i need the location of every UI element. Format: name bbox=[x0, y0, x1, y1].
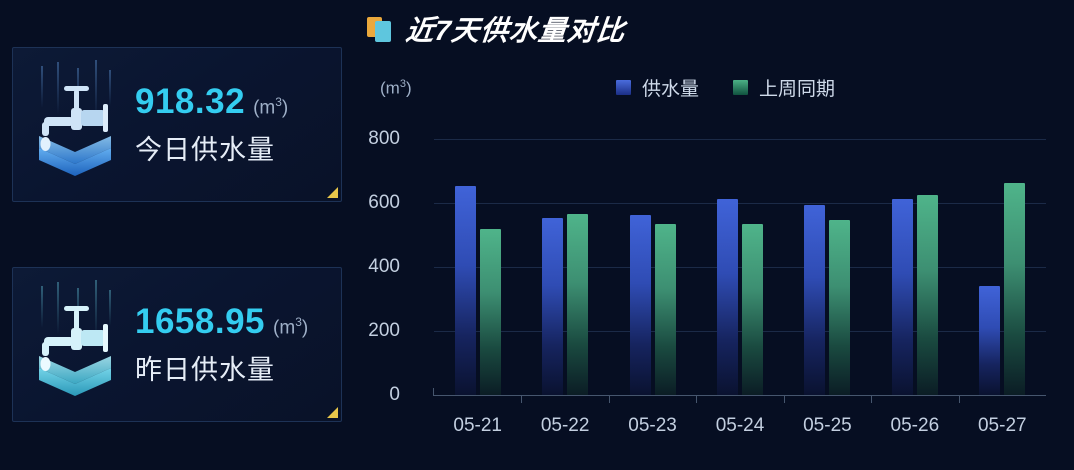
x-axis-tick-label: 05-23 bbox=[628, 415, 677, 436]
card-corner-accent bbox=[327, 407, 338, 418]
bars-layer bbox=[434, 139, 1046, 395]
chart-bar[interactable] bbox=[1004, 182, 1026, 395]
chart-header: 近7天供水量对比 bbox=[366, 9, 628, 49]
legend-item-lastweek[interactable]: 上周同期 bbox=[733, 74, 835, 101]
stat-label: 今日供水量 bbox=[135, 135, 275, 165]
x-axis-tick-label: 05-21 bbox=[453, 415, 503, 436]
chart-bar[interactable] bbox=[717, 198, 738, 395]
x-axis-tick-mark bbox=[696, 395, 698, 403]
chart-bar[interactable] bbox=[804, 204, 826, 395]
y-axis-tick-label: 400 bbox=[368, 256, 400, 277]
x-axis-tick-label: 05-25 bbox=[803, 415, 852, 436]
x-axis-tick-label: 05-27 bbox=[977, 415, 1027, 436]
y-axis-unit: (m3) bbox=[380, 78, 412, 98]
faucet-water-icon bbox=[19, 59, 131, 190]
chart-bar[interactable] bbox=[829, 219, 851, 395]
chart-bar[interactable] bbox=[454, 186, 476, 395]
x-axis-tick-mark bbox=[958, 395, 960, 403]
legend-item-supply[interactable]: 供水量 bbox=[616, 74, 699, 101]
gridline bbox=[434, 203, 1046, 204]
stat-value: 918.32 bbox=[135, 82, 246, 121]
stacked-cards-icon bbox=[366, 12, 396, 46]
stat-label: 昨日供水量 bbox=[135, 355, 275, 385]
chart-bar[interactable] bbox=[479, 228, 501, 395]
stat-cards-column: 918.32 (m3) 今日供水量 bbox=[12, 47, 344, 422]
stat-value: 1658.95 bbox=[135, 302, 266, 341]
legend-label: 供水量 bbox=[642, 79, 700, 100]
gridline bbox=[434, 267, 1046, 268]
faucet-water-icon bbox=[19, 279, 131, 410]
chart-legend: 供水量 上周同期 bbox=[616, 74, 869, 101]
x-axis-tick-mark bbox=[783, 395, 785, 403]
x-axis-tick-label: 05-22 bbox=[540, 415, 590, 436]
chart-bar[interactable] bbox=[979, 285, 1001, 395]
chart-bar[interactable] bbox=[742, 224, 763, 395]
legend-swatch-icon bbox=[733, 80, 749, 95]
plot-area: 0 200 400 600 800 05-21 05-22 05-23 05-24 05-25 0… bbox=[368, 128, 1046, 436]
x-axis-tick-mark bbox=[521, 395, 523, 403]
chart-bar[interactable] bbox=[654, 224, 676, 395]
chart-bar[interactable] bbox=[916, 195, 938, 395]
x-axis-tick-mark bbox=[608, 395, 610, 403]
legend-label: 上周同期 bbox=[759, 79, 836, 100]
y-axis-tick-label: 600 bbox=[368, 192, 400, 213]
chart-bar[interactable] bbox=[567, 213, 589, 395]
gridline bbox=[434, 331, 1046, 332]
y-axis-cap bbox=[433, 388, 434, 396]
stat-unit: (m3) bbox=[253, 94, 289, 118]
x-axis-line bbox=[434, 395, 1046, 396]
y-axis-tick-label: 800 bbox=[368, 128, 400, 149]
card-corner-accent bbox=[327, 187, 338, 198]
x-axis-tick-label: 05-26 bbox=[890, 415, 940, 436]
stat-card-text: 1658.95 (m3) 昨日供水量 bbox=[135, 302, 308, 387]
stat-unit: (m3) bbox=[273, 314, 309, 338]
chart-panel: 近7天供水量对比 供水量 上周同期 (m3) 0 200 400 600 800 05-… bbox=[358, 0, 1074, 470]
x-axis-tick-mark bbox=[871, 395, 873, 403]
chart-bar[interactable] bbox=[542, 218, 564, 395]
y-axis-tick-label: 200 bbox=[368, 320, 400, 341]
legend-swatch-icon bbox=[616, 80, 631, 95]
x-axis-tick-label: 05-24 bbox=[715, 415, 765, 436]
gridline bbox=[434, 139, 1046, 140]
stat-card-text: 918.32 (m3) 今日供水量 bbox=[135, 82, 288, 167]
stat-card-today[interactable]: 918.32 (m3) 今日供水量 bbox=[12, 47, 342, 202]
stat-card-yesterday[interactable]: 1658.95 (m3) 昨日供水量 bbox=[12, 267, 342, 422]
page-title: 近7天供水量对比 bbox=[404, 15, 628, 46]
chart-bar[interactable] bbox=[891, 198, 913, 395]
y-axis-tick-label: 0 bbox=[389, 384, 400, 405]
chart-bar[interactable] bbox=[629, 214, 651, 395]
